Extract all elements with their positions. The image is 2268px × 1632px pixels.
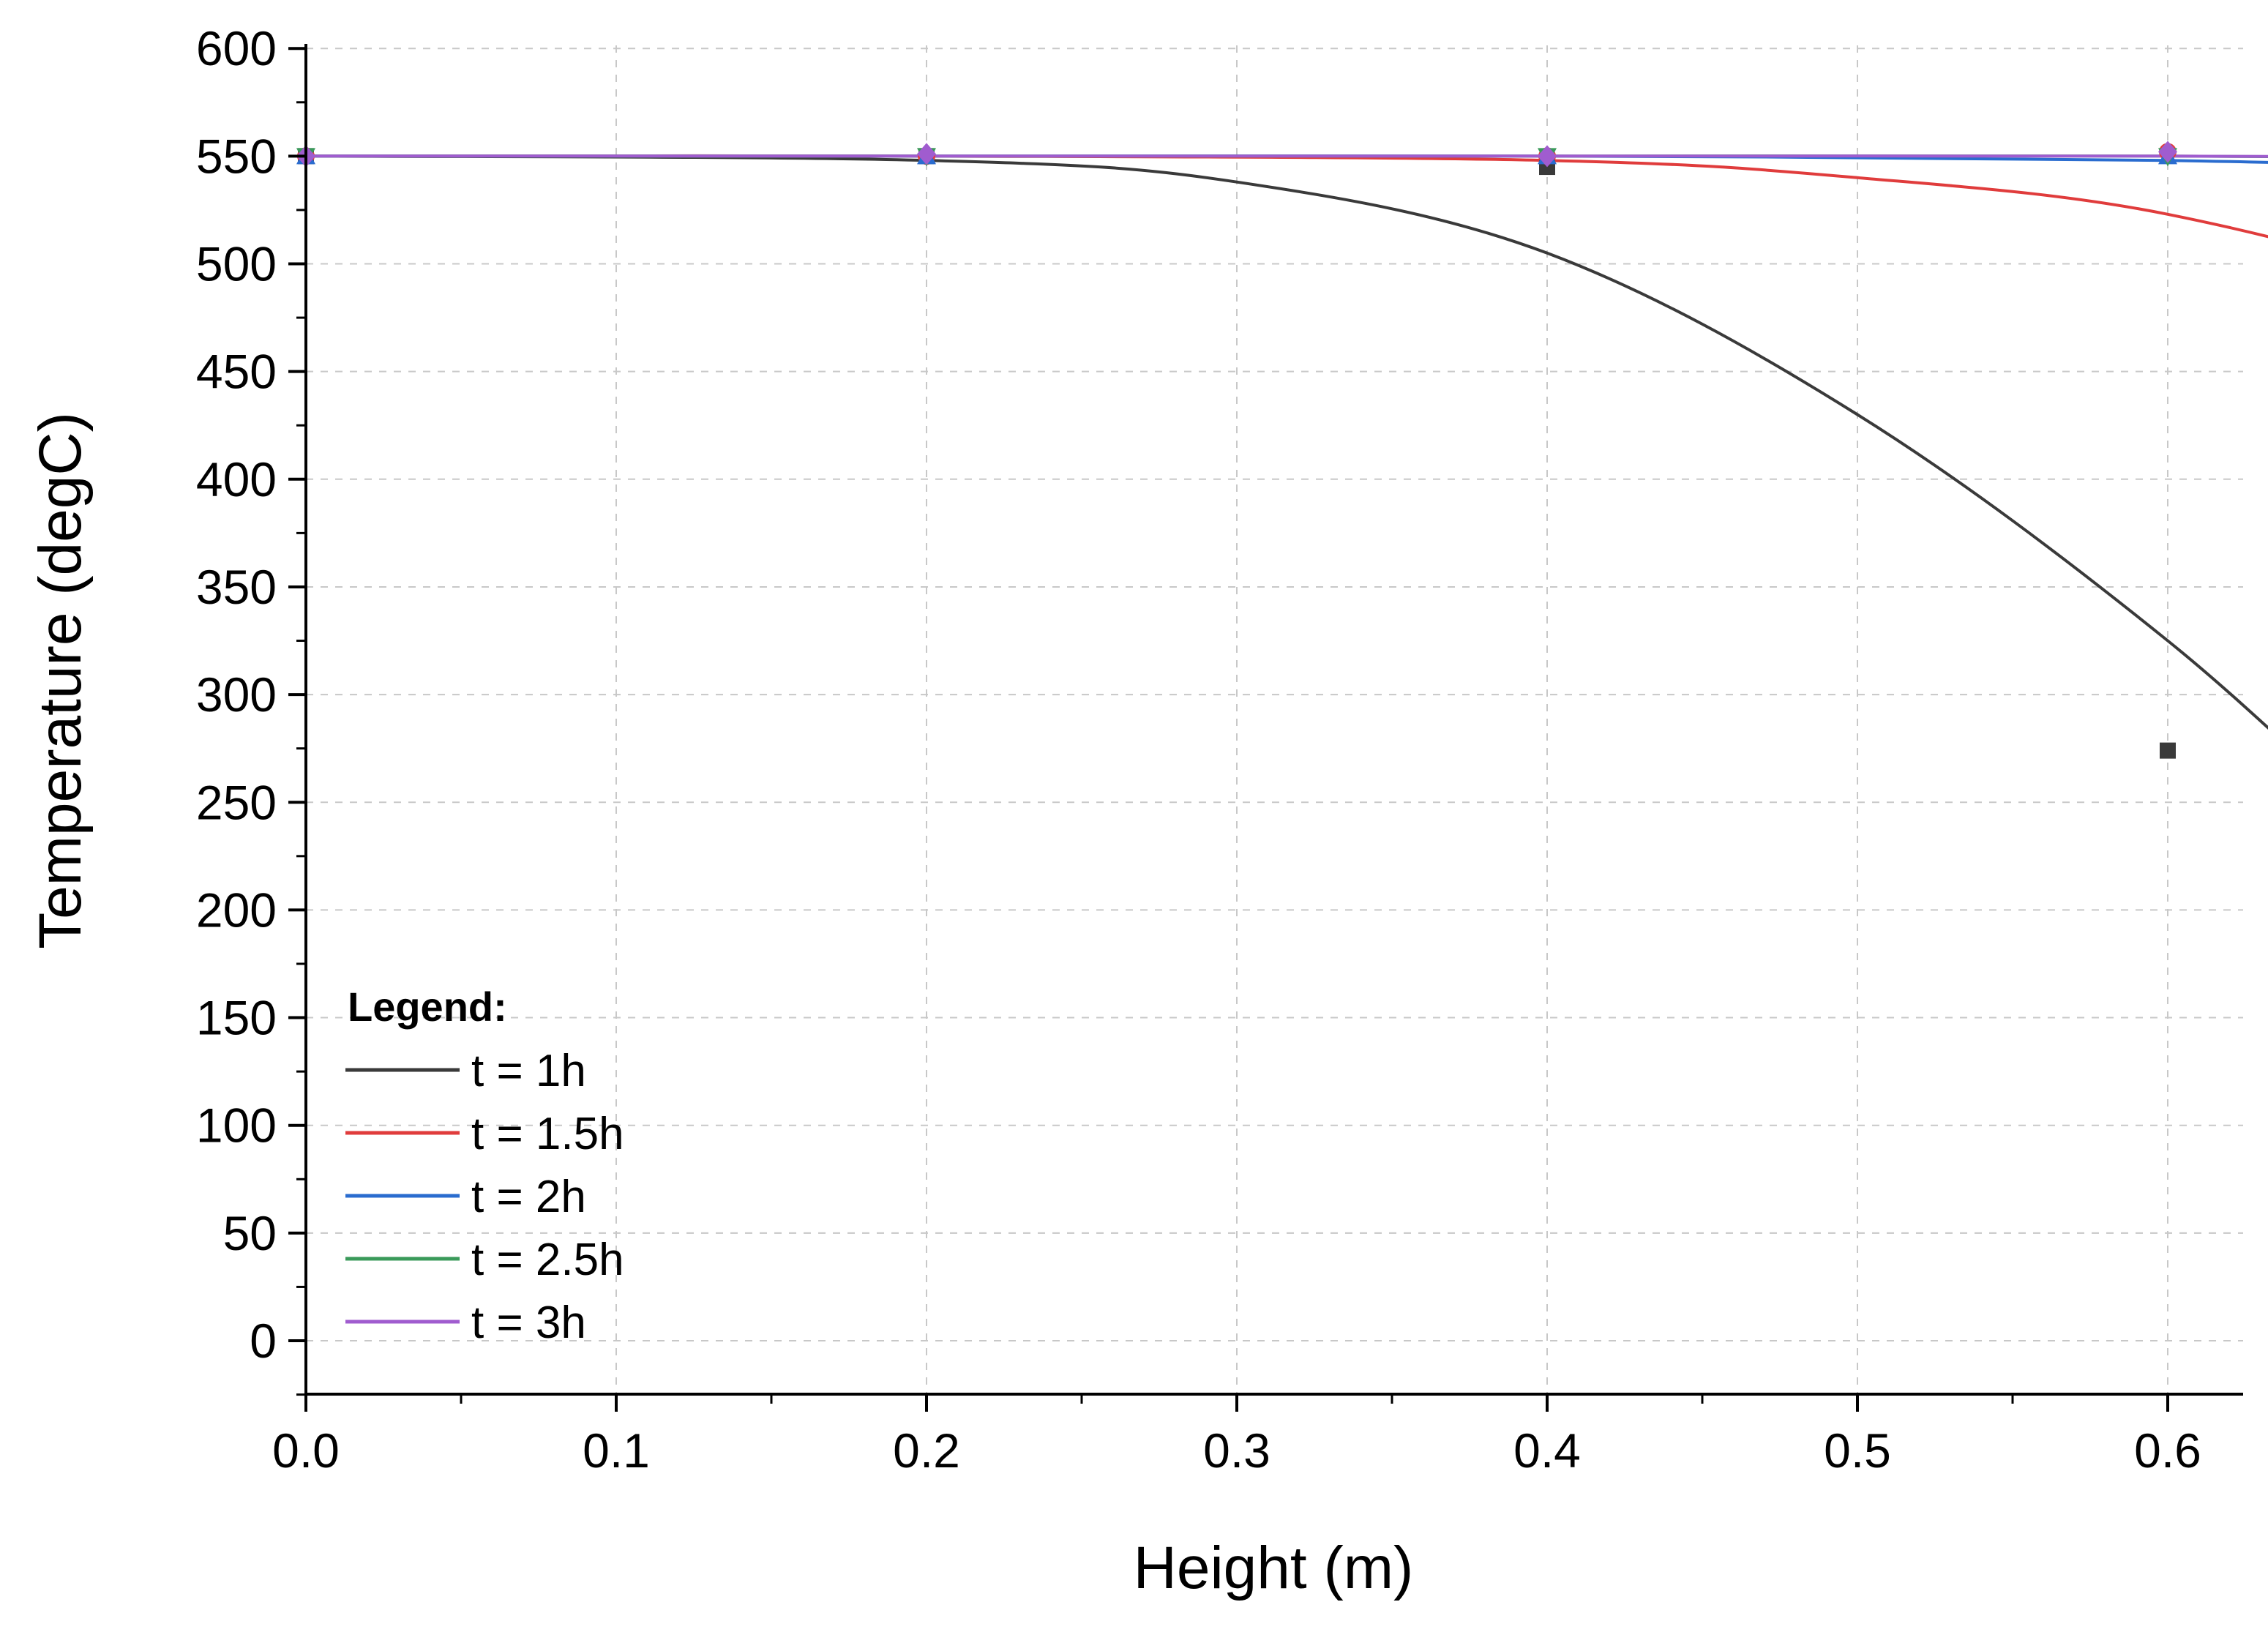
x-tick-label: 0.5 [1824, 1423, 1891, 1478]
y-tick-label: 500 [196, 237, 277, 291]
y-tick-label: 600 [196, 21, 277, 75]
data-point-t-3h [917, 143, 936, 165]
fitted-curves [305, 154, 2268, 730]
legend-label-t-1-5h: t = 1.5h [471, 1109, 624, 1159]
y-tick-label: 250 [196, 775, 277, 829]
data-point-t-1h [2160, 742, 2176, 759]
y-tick-label: 350 [196, 560, 277, 614]
y-tick-label: 200 [196, 883, 277, 937]
series-line-t-3h [306, 154, 2268, 158]
data-points [296, 141, 2177, 759]
legend: Legend: t = 1h t = 1.5h t = 2h t = 2.5h t = … [345, 984, 624, 1348]
y-axis-title: Temperature (degC) [27, 412, 94, 949]
legend-label-t-3h: t = 3h [471, 1298, 586, 1348]
y-tick-label: 550 [196, 129, 277, 183]
y-tick-label: 0 [250, 1314, 277, 1368]
x-tick-label: 0.2 [893, 1423, 960, 1478]
x-tick-label: 0.3 [1203, 1423, 1270, 1478]
y-tick-label: 450 [196, 345, 277, 399]
y-tick-label: 50 [223, 1206, 277, 1260]
legend-label-t-1h: t = 1h [471, 1046, 586, 1096]
legend-title: Legend: [348, 984, 507, 1030]
series-line-t-1-5h [305, 154, 2268, 239]
y-tick-label: 300 [196, 667, 277, 722]
series-line-t-2h [306, 154, 2268, 164]
x-tick-label: 0.0 [272, 1423, 340, 1478]
series-line-t-2-5h [306, 154, 2268, 158]
x-tick-label: 0.1 [583, 1423, 650, 1478]
legend-label-t-2h: t = 2h [471, 1172, 586, 1222]
y-tick-label: 400 [196, 452, 277, 506]
y-tick-label: 150 [196, 991, 277, 1045]
series-line-t-1h [305, 154, 2268, 730]
data-point-t-3h [2158, 141, 2177, 163]
legend-label-t-2-5h: t = 2.5h [471, 1235, 624, 1285]
x-tick-label: 0.4 [1513, 1423, 1581, 1478]
grid [306, 45, 2243, 1394]
y-tick-label: 100 [196, 1098, 277, 1153]
axes: 0.00.10.20.30.40.50.60.70.80.91.01.11.20… [196, 21, 2243, 1478]
x-axis-title: Height (m) [1134, 1535, 1414, 1601]
x-tick-label: 0.6 [2134, 1423, 2201, 1478]
data-point-t-3h [1538, 145, 1557, 168]
